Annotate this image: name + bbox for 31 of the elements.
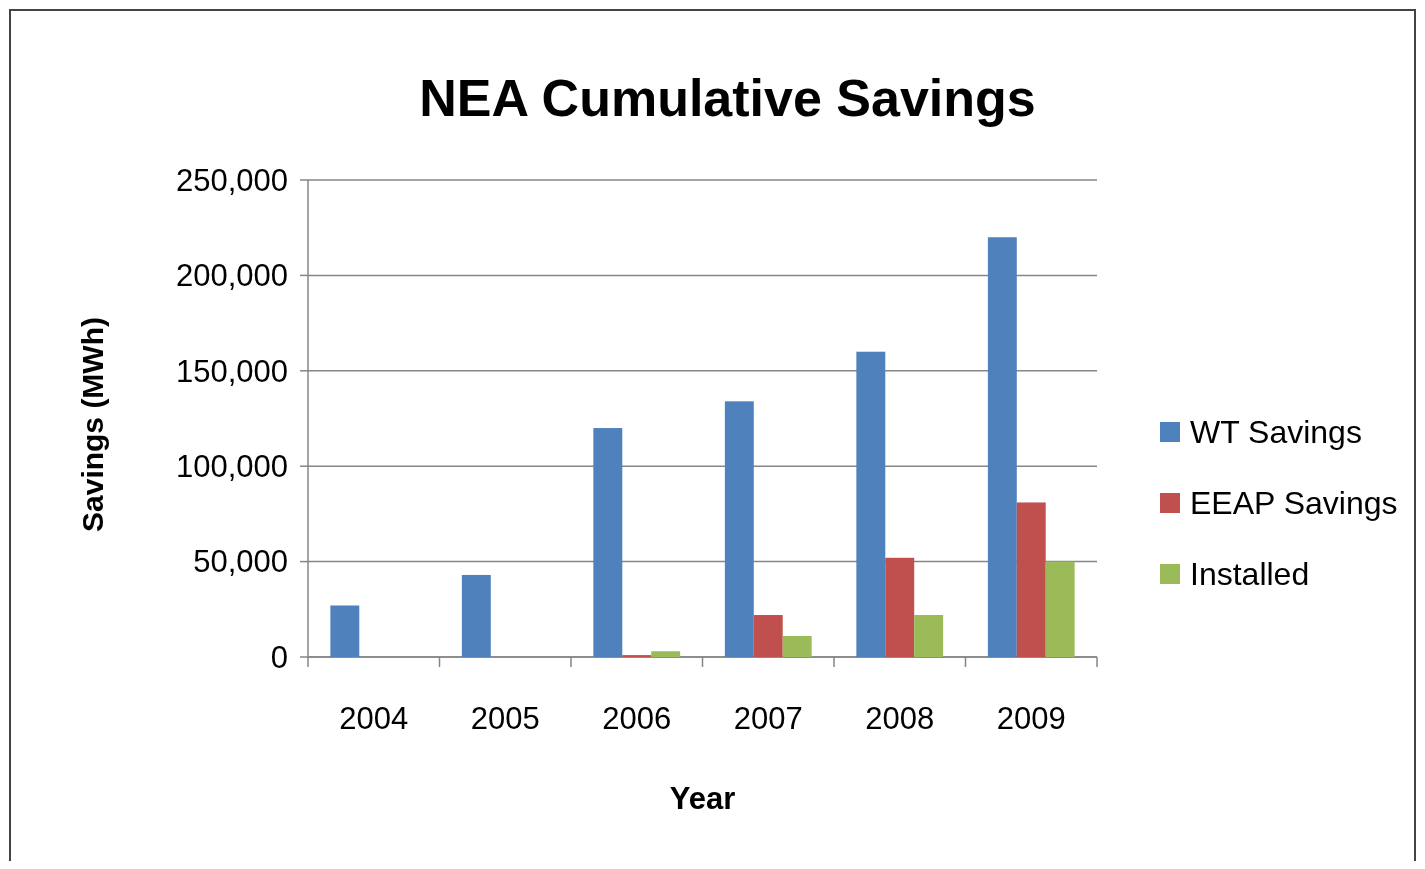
x-tick-label: 2005	[470, 701, 540, 736]
chart-title: NEA Cumulative Savings	[419, 69, 1036, 127]
y-axis-title: Savings (MWh)	[76, 317, 109, 532]
bar	[856, 351, 886, 657]
bar	[461, 574, 491, 657]
x-tick-label: 2006	[602, 701, 672, 736]
bar	[593, 428, 623, 657]
legend-label: Installed	[1190, 556, 1310, 593]
bar	[651, 651, 681, 657]
x-tick-label: 2009	[996, 701, 1066, 736]
bar	[1045, 561, 1075, 657]
y-tick-label: 50,000	[193, 544, 288, 580]
y-tick-label: 100,000	[175, 449, 288, 485]
y-tick-label: 150,000	[175, 353, 288, 389]
bar	[885, 557, 915, 657]
x-tick-label: 2004	[339, 701, 409, 736]
x-tick-label: 2007	[733, 701, 803, 736]
y-tick-label: 200,000	[175, 258, 288, 294]
bar	[987, 237, 1017, 657]
x-axis-title: Year	[669, 781, 736, 816]
y-tick-label: 250,000	[175, 162, 288, 198]
bar	[782, 636, 812, 657]
bar	[914, 615, 944, 657]
legend-label: WT Savings	[1190, 414, 1362, 451]
legend-label: EEAP Savings	[1190, 485, 1398, 522]
bar	[724, 401, 754, 657]
y-tick-label: 0	[270, 639, 288, 675]
bar	[753, 615, 783, 657]
bar	[330, 605, 360, 657]
x-tick-label: 2008	[865, 701, 935, 736]
bar	[1016, 502, 1046, 657]
